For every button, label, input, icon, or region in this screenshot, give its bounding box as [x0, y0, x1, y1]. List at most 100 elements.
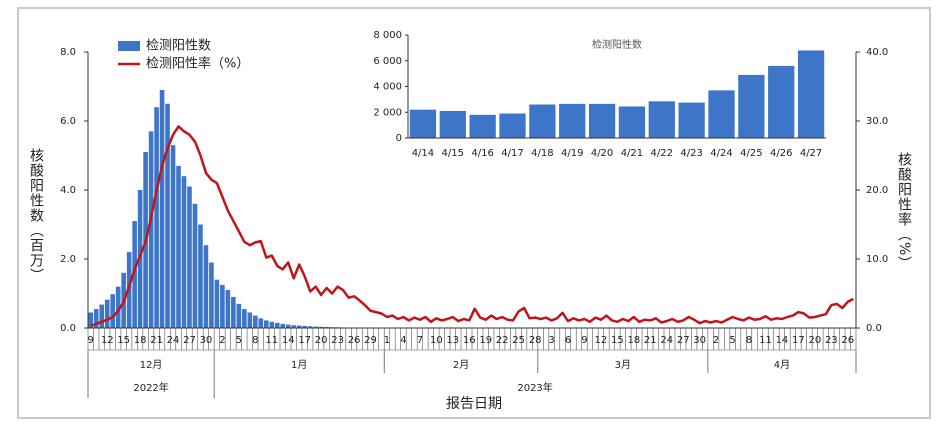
- x-tick-label: 9: [88, 335, 94, 346]
- bar: [165, 103, 170, 328]
- bar: [285, 324, 291, 328]
- bar: [409, 109, 437, 138]
- year-label: 2023年: [517, 381, 552, 394]
- inset-title: 检测阳性数: [592, 38, 642, 51]
- bar: [280, 323, 286, 328]
- month-label: 3月: [615, 359, 631, 371]
- y2-tick-label: 0.0: [866, 323, 882, 334]
- y-tick-label: 0.0: [60, 323, 76, 334]
- x-tick-label: 20: [315, 335, 328, 346]
- bar: [648, 101, 675, 138]
- bar: [242, 309, 247, 328]
- x-tick-label: 17: [792, 335, 805, 346]
- x-tick-label: 4/25: [740, 148, 762, 159]
- legend-swatch: [118, 41, 140, 51]
- bar: [439, 110, 466, 138]
- x-tick-label: 10: [430, 335, 443, 346]
- bar: [318, 326, 324, 328]
- bar: [159, 89, 165, 328]
- x-tick-label: 24: [167, 335, 180, 346]
- bar: [181, 176, 187, 328]
- x-tick-label: 4/27: [800, 148, 822, 159]
- bar: [499, 113, 526, 138]
- bar: [269, 321, 275, 328]
- x-tick-label: 4/18: [531, 148, 553, 159]
- x-tick-label: 4/17: [501, 148, 523, 159]
- x-tick-label: 23: [331, 335, 344, 346]
- bar: [324, 326, 329, 328]
- x-tick-label: 4/14: [412, 148, 434, 159]
- x-tick-label: 11: [265, 335, 278, 346]
- bar: [220, 284, 225, 328]
- x-tick-label: 25: [512, 335, 525, 346]
- bar: [214, 279, 220, 328]
- x-tick-label: 29: [364, 335, 377, 346]
- bar: [559, 103, 586, 138]
- x-tick-label: 4/23: [680, 148, 702, 159]
- bar: [203, 245, 209, 328]
- legend-label: 检测阳性率（%）: [146, 56, 249, 72]
- month-label: 12月: [140, 359, 163, 371]
- x-tick-label: 26: [841, 335, 854, 346]
- x-tick-label: 30: [693, 335, 706, 346]
- bar: [588, 103, 616, 138]
- y2-tick-label: 40.0: [866, 47, 888, 58]
- y-tick-label: 6 000: [373, 56, 402, 67]
- y-tick-label: 6.0: [60, 116, 76, 127]
- x-tick-label: 11: [759, 335, 772, 346]
- bar: [93, 309, 99, 328]
- bar: [231, 296, 236, 328]
- x-tick-label: 18: [627, 335, 640, 346]
- bar: [137, 190, 143, 328]
- y-tick-label: 2 000: [373, 107, 402, 118]
- bar: [263, 320, 269, 328]
- x-tick-label: 15: [611, 335, 624, 346]
- line: [90, 125, 854, 328]
- bar: [247, 312, 253, 328]
- bar: [88, 312, 94, 328]
- legend-label: 检测阳性数: [146, 39, 211, 54]
- x-tick-label: 4/19: [561, 148, 583, 159]
- month-label: 2月: [453, 359, 469, 371]
- x-tick-label: 4/24: [710, 148, 732, 159]
- bar: [99, 304, 105, 328]
- y-tick-label: 0: [396, 133, 402, 144]
- x-tick-label: 12: [101, 335, 114, 346]
- x-axis-title: 报告日期: [446, 396, 502, 412]
- x-tick-label: 28: [529, 335, 542, 346]
- x-tick-label: 27: [183, 335, 196, 346]
- x-tick-label: 2: [219, 335, 225, 346]
- y-tick-label: 8.0: [60, 47, 76, 58]
- y2-tick-label: 30.0: [866, 116, 888, 127]
- x-tick-label: 4/16: [471, 148, 493, 159]
- bar: [307, 326, 313, 328]
- bar: [209, 262, 214, 328]
- bar: [110, 294, 115, 328]
- x-tick-label: 7: [417, 335, 423, 346]
- x-tick-label: 9: [581, 335, 587, 346]
- x-tick-label: 14: [776, 335, 789, 346]
- y-tick-label: 8 000: [373, 30, 402, 41]
- bar: [148, 131, 154, 328]
- month-label: 4月: [774, 359, 790, 371]
- x-tick-label: 21: [644, 335, 657, 346]
- y-tick-label: 4 000: [373, 82, 402, 93]
- x-tick-label: 5: [729, 335, 735, 346]
- x-tick-label: 4/22: [651, 148, 673, 159]
- y-axis-title: 核酸阳性数（百万）: [28, 148, 44, 283]
- x-tick-label: 20: [808, 335, 821, 346]
- bar: [768, 65, 795, 138]
- bar: [678, 102, 705, 138]
- x-tick-label: 2: [713, 335, 719, 346]
- bar: [469, 114, 496, 138]
- bar: [274, 322, 280, 328]
- bar: [225, 290, 231, 328]
- bar: [187, 186, 192, 328]
- bar: [296, 325, 302, 328]
- month-label: 1月: [291, 359, 307, 371]
- x-tick-label: 15: [117, 335, 130, 346]
- x-tick-label: 24: [660, 335, 673, 346]
- x-tick-label: 4/20: [591, 148, 613, 159]
